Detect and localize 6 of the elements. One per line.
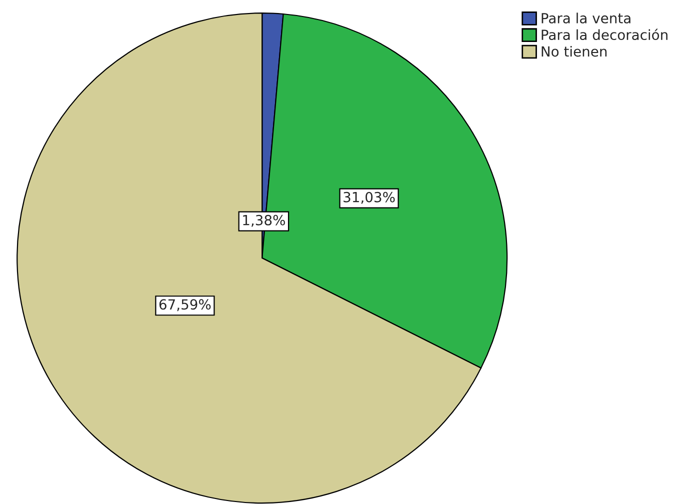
data-label: 67,59% [159,299,211,312]
legend-label: No tienen [542,46,607,57]
legend-label: Para la decoración [542,28,668,40]
data-label: 31,03% [344,192,395,204]
data-label: 1,38% [243,214,285,227]
legend-label: Para la venta [542,12,630,24]
